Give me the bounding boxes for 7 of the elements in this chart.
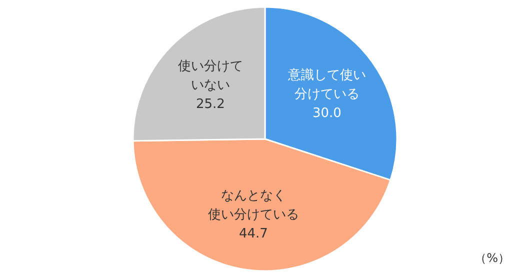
- data-label: 25.2: [196, 96, 225, 112]
- data-label: 30.0: [312, 106, 342, 121]
- slice-label: なんとなく使い分けている: [208, 188, 299, 222]
- text: （%）: [474, 251, 510, 265]
- data-label: 44.7: [239, 226, 268, 242]
- slice-label: 使い分けていない: [178, 58, 243, 93]
- slice-label: 意識して使い分けている: [286, 68, 366, 102]
